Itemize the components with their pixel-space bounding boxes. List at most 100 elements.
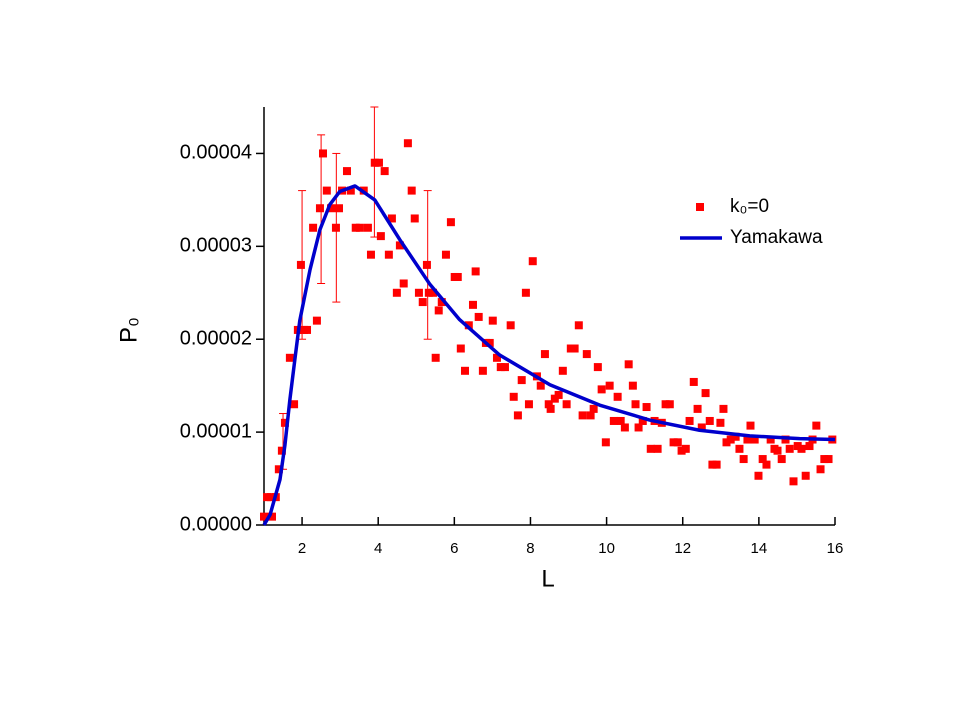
point	[496, 363, 505, 372]
x-axis-label: L	[541, 565, 554, 592]
point	[820, 455, 829, 464]
point	[407, 186, 416, 195]
point	[429, 288, 438, 297]
point	[260, 512, 268, 521]
point	[578, 411, 587, 420]
point	[280, 418, 289, 427]
point	[746, 421, 755, 430]
y-tick-label: 0.00004	[180, 142, 252, 164]
legend-label: k₀=0	[730, 196, 769, 217]
point	[739, 455, 748, 464]
point	[743, 435, 752, 444]
point	[701, 389, 710, 398]
point	[816, 465, 825, 474]
point	[274, 465, 283, 474]
point	[558, 366, 567, 375]
point	[586, 411, 595, 420]
point	[277, 446, 286, 455]
point	[681, 444, 690, 453]
point	[266, 493, 275, 502]
point	[290, 400, 299, 409]
point	[605, 381, 614, 390]
point	[708, 460, 717, 469]
point	[319, 149, 328, 158]
point	[677, 446, 686, 455]
y-tick-label: 0.00001	[180, 420, 252, 442]
point	[355, 223, 364, 232]
x-tick-label: 12	[674, 540, 691, 557]
point	[620, 423, 629, 432]
point	[735, 444, 744, 453]
point	[540, 350, 549, 359]
point	[589, 404, 598, 413]
y-tick-label: 0.00002	[180, 328, 252, 350]
point	[616, 416, 625, 425]
point	[754, 471, 763, 480]
point	[326, 204, 335, 213]
point	[267, 512, 276, 521]
y-tick-label: 0.00003	[180, 235, 252, 257]
x-tick-label: 6	[450, 540, 458, 557]
point	[309, 223, 318, 232]
point	[460, 366, 469, 375]
point	[456, 344, 465, 353]
point	[801, 471, 810, 480]
point	[601, 438, 610, 447]
point	[285, 353, 294, 362]
x-tick-label: 2	[298, 540, 306, 557]
point	[758, 455, 767, 464]
point	[716, 418, 725, 427]
point	[613, 392, 622, 401]
point	[376, 232, 385, 241]
point	[624, 360, 633, 369]
point	[422, 260, 431, 269]
point	[363, 223, 372, 232]
point	[374, 158, 383, 167]
legend-marker	[696, 203, 704, 211]
point	[418, 298, 427, 307]
point	[722, 438, 731, 447]
point	[446, 218, 455, 227]
point	[597, 385, 606, 394]
point	[631, 400, 640, 409]
point	[642, 403, 651, 412]
point	[303, 325, 312, 334]
point	[453, 272, 462, 281]
point	[296, 260, 305, 269]
point	[395, 241, 404, 250]
point	[731, 432, 740, 441]
x-tick-label: 10	[598, 540, 615, 557]
point	[705, 416, 714, 425]
point	[628, 381, 637, 390]
point	[661, 400, 670, 409]
x-tick-label: 14	[751, 540, 768, 557]
point	[380, 167, 389, 176]
y-tick-label: 0.00000	[180, 513, 252, 535]
point	[513, 411, 522, 420]
point	[351, 223, 360, 232]
point	[334, 204, 343, 213]
point	[634, 423, 643, 432]
point	[517, 376, 526, 385]
point	[492, 353, 501, 362]
point	[673, 438, 682, 447]
point	[653, 444, 662, 453]
point	[431, 353, 440, 362]
point	[750, 435, 759, 444]
point	[712, 460, 721, 469]
point	[424, 288, 433, 297]
x-tick-label: 16	[827, 540, 844, 557]
point	[410, 214, 419, 223]
point	[521, 288, 530, 297]
point	[392, 288, 401, 297]
point	[546, 404, 555, 413]
point	[528, 257, 537, 266]
point	[685, 416, 694, 425]
point	[464, 321, 473, 330]
point	[488, 316, 497, 325]
point	[766, 435, 775, 444]
point	[536, 381, 545, 390]
x-tick-label: 4	[374, 540, 382, 557]
